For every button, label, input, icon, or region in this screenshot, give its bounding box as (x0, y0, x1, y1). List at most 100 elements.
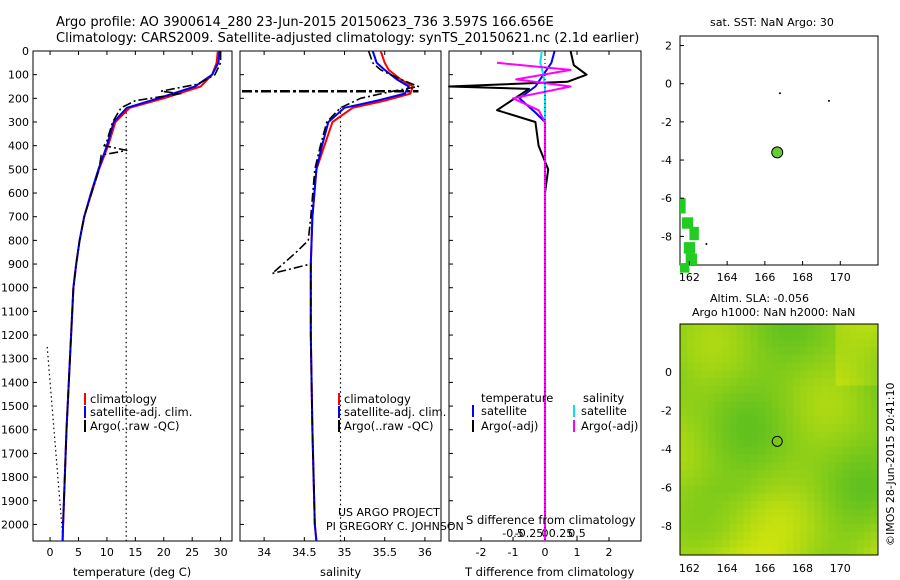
depth-tick-label: 200 (8, 92, 29, 105)
sla-heatmap-cell (800, 516, 808, 525)
sla-heatmap-cell (800, 501, 808, 510)
sla-heatmap-cell (821, 331, 829, 340)
sla-heatmap-cell (821, 485, 829, 494)
sla-heatmap-cell (856, 393, 865, 402)
sla-heatmap-cell (856, 539, 865, 548)
sla-heatmap-cell (835, 385, 844, 394)
sla-heatmap-cell (708, 508, 716, 517)
sla-heatmap-cell (793, 439, 801, 448)
sla-heatmap-cell (694, 470, 702, 479)
sla-heatmap-cell (779, 385, 787, 394)
sla-heatmap-cell (757, 424, 766, 433)
sla-heatmap-cell (708, 347, 716, 356)
sla-heatmap-cell (694, 416, 702, 425)
sla-heatmap-cell (863, 501, 872, 510)
sla-heatmap-cell (863, 377, 872, 387)
sla-heatmap-cell (757, 454, 766, 464)
sla-heatmap-cell (771, 524, 780, 533)
sla-heatmap-cell (849, 416, 858, 425)
sla-heatmap-cell (764, 516, 773, 525)
sla-heatmap-cell (764, 339, 773, 348)
difference-salinity-tick-label: 0.25 (549, 527, 574, 540)
sla-heatmap-cell (708, 470, 716, 479)
sla-heatmap-cell (757, 347, 766, 356)
sla-heatmap-cell (849, 339, 858, 348)
sla-heatmap-cell (793, 547, 801, 556)
sla-heatmap-cell (736, 401, 745, 410)
sla-heatmap-cell (764, 531, 773, 541)
sla-heatmap-cell (793, 478, 801, 487)
sla-heatmap-cell (856, 362, 865, 371)
sla-heatmap-cell (821, 408, 829, 417)
sla-heatmap-cell (764, 431, 773, 440)
sla-heatmap-cell (687, 339, 695, 348)
sla-heatmap-cell (828, 547, 837, 556)
depth-tick-label: 600 (8, 187, 29, 200)
legend-satellite-label: satellite-adj. clim. (344, 405, 446, 419)
sla-heatmap-cell (715, 385, 723, 394)
sla-heatmap-cell (701, 339, 709, 348)
sla-heatmap-cell (750, 524, 759, 533)
sst-y-tick-label: -8 (661, 230, 672, 243)
sla-heatmap-cell (764, 416, 773, 425)
sla-heatmap-cell (807, 531, 815, 541)
sla-heatmap-cell (842, 531, 851, 541)
legend-temp-argo-label: Argo(-adj) (481, 419, 538, 433)
sla-heatmap-cell (870, 416, 879, 425)
sla-heatmap-cell (764, 385, 773, 394)
sla-heatmap-cell (771, 447, 780, 456)
sla-heatmap-cell (786, 516, 794, 525)
sla-heatmap-cell (870, 501, 879, 510)
sla-heatmap-cell (779, 339, 787, 348)
sst-x-tick-label: 168 (792, 271, 813, 284)
sla-heatmap-cell (694, 462, 702, 471)
sla-heatmap-cell (757, 493, 766, 502)
sla-heatmap-cell (821, 501, 829, 510)
sla-heatmap-cell (807, 501, 815, 510)
sla-heatmap-cell (701, 416, 709, 425)
sst-y-tick-label: -4 (661, 154, 672, 167)
difference-profile-panel: -2 -1 0 1 2-0.5-0.250 0.250.5 (448, 50, 642, 559)
sla-heatmap-cell (842, 478, 851, 487)
sla-heatmap-cell (800, 439, 808, 448)
sla-heatmap-cell (786, 501, 794, 510)
sla-heatmap-cell (779, 408, 787, 417)
sla-heatmap-cell (750, 339, 759, 348)
sla-heatmap-cell (793, 447, 801, 456)
sla-heatmap-cell (814, 493, 822, 502)
sla-heatmap-cell (680, 516, 688, 525)
sla-heatmap-cell (701, 524, 709, 533)
sla-heatmap-cell (764, 470, 773, 479)
sla-heatmap-cell (687, 354, 695, 363)
sla-heatmap-cell (757, 408, 766, 417)
sla-heatmap-cell (736, 393, 745, 402)
sla-heatmap-cell (736, 539, 745, 548)
sst-y-tick-label: 2 (665, 40, 672, 53)
sla-heatmap-cell (687, 501, 695, 510)
sla-heatmap-cell (757, 531, 766, 541)
sla-heatmap-cell (701, 408, 709, 417)
sla-heatmap-cell (729, 524, 738, 533)
sla-heatmap-cell (694, 324, 702, 333)
sla-heatmap-cell (814, 362, 822, 371)
sla-heatmap-cell (800, 416, 808, 425)
sla-heatmap-cell (715, 501, 723, 510)
sla-heatmap-cell (743, 478, 752, 487)
sla-heatmap-cell (814, 331, 822, 340)
sla-heatmap-cell (863, 370, 872, 379)
footer-timestamp: ©IMOS 28-Jun-2015 20:41:10 (884, 382, 897, 546)
sla-heatmap-cell (708, 385, 716, 394)
sla-heatmap-cell (786, 524, 794, 533)
sla-heatmap-cell (779, 508, 787, 517)
sla-heatmap-cell (715, 447, 723, 456)
depth-tick-label: 1500 (1, 400, 29, 413)
sla-heatmap-cell (814, 470, 822, 479)
sla-heatmap-cell (743, 370, 752, 379)
sla-heatmap-cell (722, 547, 730, 556)
sla-heatmap-cell (786, 339, 794, 348)
sla-heatmap-cell (722, 539, 730, 548)
sla-heatmap-cell (786, 454, 794, 464)
sla-heatmap-cell (743, 339, 752, 348)
sla-heatmap-cell (807, 393, 815, 402)
sla-heatmap-cell (715, 470, 723, 479)
